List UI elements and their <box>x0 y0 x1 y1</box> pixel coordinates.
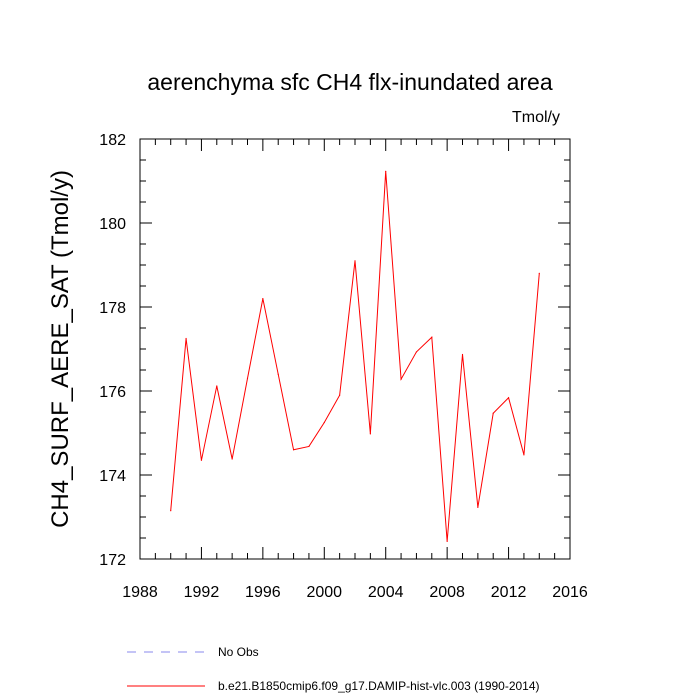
x-tick-label: 1996 <box>245 584 281 601</box>
units-label: Tmol/y <box>512 109 560 126</box>
x-tick-label: 2008 <box>429 584 465 601</box>
x-tick-label: 2016 <box>552 584 588 601</box>
data-point <box>400 378 402 380</box>
data-point <box>231 458 233 460</box>
data-point <box>369 433 371 435</box>
data-point <box>354 260 356 262</box>
data-point <box>323 421 325 424</box>
data-point <box>308 445 310 448</box>
y-tick-label: 178 <box>99 300 126 317</box>
legend: No Obs b.e21.B1850cmip6.f09_g17.DAMIP-his… <box>127 645 540 693</box>
data-point <box>292 449 295 451</box>
data-point <box>507 397 510 399</box>
data-point <box>246 377 249 379</box>
data-point <box>461 353 464 356</box>
data-point <box>523 454 525 456</box>
series-line <box>170 171 540 542</box>
x-tick-label: 2012 <box>491 584 527 601</box>
y-tick-label: 180 <box>99 216 126 233</box>
data-point <box>415 351 418 353</box>
y-tick-label: 174 <box>99 468 126 485</box>
series-layer <box>170 170 540 542</box>
y-tick-label: 172 <box>99 552 126 569</box>
data-point <box>185 337 187 340</box>
data-point <box>339 394 341 396</box>
plot-frame <box>139 138 571 560</box>
axis-ticks <box>139 138 571 560</box>
tick-labels: 1988 1992 1996 2000 2004 2008 2012 2016 172 174 17… <box>99 132 588 601</box>
x-tick-label: 1992 <box>184 584 220 601</box>
data-point <box>385 170 387 172</box>
data-point <box>262 298 264 300</box>
x-tick-label: 2000 <box>306 584 342 601</box>
chart-title: aerenchyma sfc CH4 flx-inundated area <box>147 69 552 95</box>
x-tick-label: 2004 <box>368 584 404 601</box>
data-point <box>492 412 494 414</box>
data-point <box>431 336 433 338</box>
legend-label: No Obs <box>218 645 259 659</box>
data-point <box>200 459 203 461</box>
y-axis-label: CH4_SURF_AERE_SAT (Tmol/y) <box>47 170 74 528</box>
legend-label: b.e21.B1850cmip6.f09_g17.DAMIP-hist-vlc.… <box>218 679 540 693</box>
data-point <box>216 385 218 387</box>
y-tick-label: 182 <box>99 132 126 149</box>
y-tick-label: 176 <box>99 384 126 401</box>
data-point <box>170 510 172 512</box>
x-tick-label: 1988 <box>122 584 158 601</box>
data-point <box>446 540 448 542</box>
data-point <box>277 373 279 375</box>
data-point <box>538 272 540 274</box>
data-point <box>477 506 479 508</box>
